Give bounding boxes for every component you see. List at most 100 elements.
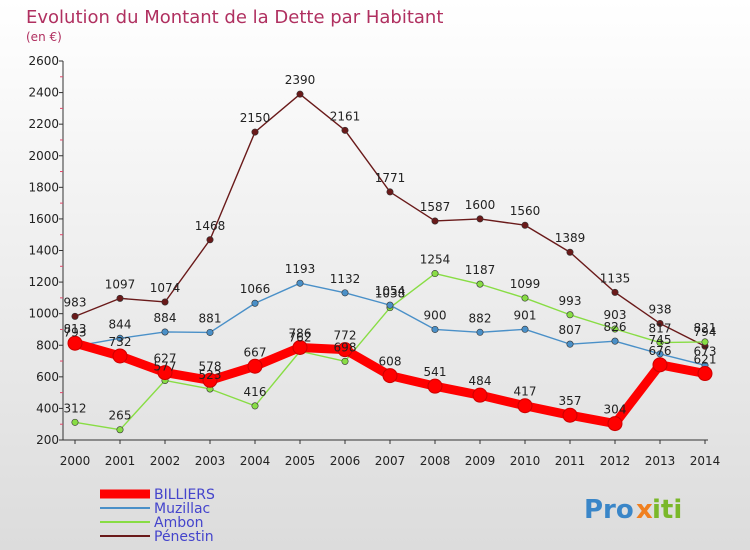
legend-label-pénestin: Pénestin xyxy=(154,529,214,545)
data-label: 541 xyxy=(424,365,447,379)
data-point xyxy=(382,368,398,384)
data-point xyxy=(652,357,668,373)
x-tick-label: 2013 xyxy=(645,454,676,468)
data-label: 821 xyxy=(694,321,717,335)
data-label: 938 xyxy=(649,302,672,316)
data-label: 1054 xyxy=(375,284,406,298)
data-point xyxy=(431,325,439,333)
data-point xyxy=(337,342,353,358)
x-tick-label: 2009 xyxy=(465,454,496,468)
data-label: 732 xyxy=(109,335,132,349)
data-point xyxy=(431,217,439,225)
data-label: 844 xyxy=(109,317,132,331)
x-tick-label: 2008 xyxy=(420,454,451,468)
data-label: 523 xyxy=(199,368,222,382)
data-point xyxy=(71,418,79,426)
data-label: 745 xyxy=(649,333,672,347)
data-label: 621 xyxy=(694,353,717,367)
data-label: 1587 xyxy=(420,200,451,214)
data-label: 1468 xyxy=(195,219,226,233)
data-label: 627 xyxy=(154,352,177,366)
data-label: 676 xyxy=(649,344,672,358)
data-label: 1135 xyxy=(600,271,631,285)
data-point xyxy=(476,215,484,223)
data-point xyxy=(247,358,263,374)
proxiti-logo: Pro x iti xyxy=(584,495,682,525)
data-label: 900 xyxy=(424,308,447,322)
data-label: 1074 xyxy=(150,281,181,295)
data-label: 794 xyxy=(694,325,717,339)
data-label: 772 xyxy=(334,329,357,343)
data-label: 807 xyxy=(559,323,582,337)
y-tick-label: 2600 xyxy=(28,54,59,68)
chart-subtitle: (en €) xyxy=(26,30,62,44)
x-tick-label: 2004 xyxy=(240,454,271,468)
x-tick-label: 2014 xyxy=(690,454,721,468)
x-tick-label: 2007 xyxy=(375,454,406,468)
data-label: 882 xyxy=(469,311,492,325)
y-tick-label: 1800 xyxy=(28,180,59,194)
data-label: 1187 xyxy=(465,263,496,277)
data-point xyxy=(472,387,488,403)
data-point xyxy=(116,426,124,434)
data-point xyxy=(521,221,529,229)
data-point xyxy=(112,348,128,364)
y-tick-label: 1600 xyxy=(28,212,59,226)
data-point xyxy=(251,402,259,410)
data-label: 983 xyxy=(64,295,87,309)
data-point xyxy=(611,288,619,296)
x-tick-label: 2010 xyxy=(510,454,541,468)
y-tick-label: 200 xyxy=(36,433,59,447)
data-label: 304 xyxy=(604,403,627,417)
x-tick-label: 2002 xyxy=(150,454,181,468)
y-tick-label: 1200 xyxy=(28,275,59,289)
data-point xyxy=(71,312,79,320)
y-tick-label: 400 xyxy=(36,401,59,415)
data-label: 1099 xyxy=(510,277,541,291)
data-point xyxy=(562,407,578,423)
data-label: 2390 xyxy=(285,73,316,87)
data-point xyxy=(521,325,529,333)
data-label: 786 xyxy=(289,326,312,340)
data-point xyxy=(656,339,664,347)
logo-x: x xyxy=(636,495,653,525)
data-point xyxy=(386,301,394,309)
data-point xyxy=(566,311,574,319)
y-tick-label: 2200 xyxy=(28,117,59,131)
data-point xyxy=(656,350,664,358)
data-label: 793 xyxy=(64,325,87,339)
data-label: 881 xyxy=(199,311,222,325)
data-point xyxy=(206,328,214,336)
series-layer: 983 1097 1074 1468 2150 2390 2161 1771 1587 1600 1… xyxy=(64,73,717,434)
data-label: 312 xyxy=(64,401,87,415)
logo-iti: iti xyxy=(652,495,682,525)
data-label: 1389 xyxy=(555,231,586,245)
data-point xyxy=(611,337,619,345)
data-point xyxy=(517,398,533,414)
data-label: 667 xyxy=(244,345,267,359)
x-tick-label: 2001 xyxy=(105,454,136,468)
data-label: 673 xyxy=(694,344,717,358)
y-tick-label: 800 xyxy=(36,338,59,352)
data-point xyxy=(476,280,484,288)
logo-text: Pro xyxy=(584,495,634,525)
data-label: 1097 xyxy=(105,277,136,291)
data-label: 993 xyxy=(559,294,582,308)
data-point xyxy=(296,90,304,98)
data-point xyxy=(116,294,124,302)
data-label: 1066 xyxy=(240,282,271,296)
data-point xyxy=(521,294,529,302)
data-label: 578 xyxy=(199,359,222,373)
data-label: 826 xyxy=(604,320,627,334)
data-point xyxy=(116,334,124,342)
data-label: 265 xyxy=(109,409,132,423)
data-point xyxy=(296,279,304,287)
data-point xyxy=(656,319,664,327)
legend-label-ambon: Ambon xyxy=(154,515,204,531)
y-tick-label: 2000 xyxy=(28,149,59,163)
data-point xyxy=(427,378,443,394)
chart-title: Evolution du Montant de la Dette par Hab… xyxy=(26,7,443,28)
